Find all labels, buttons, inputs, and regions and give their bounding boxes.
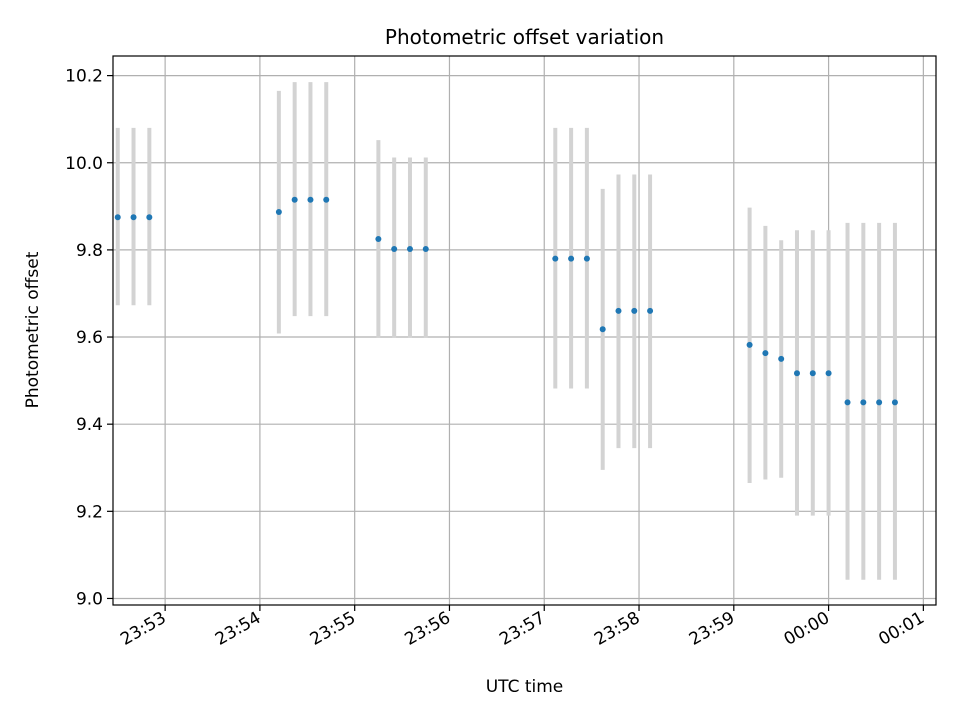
data-point: [825, 370, 832, 377]
data-point: [631, 307, 638, 314]
y-tick-label: 9.4: [76, 415, 103, 435]
y-axis-label: Photometric offset: [23, 251, 43, 408]
x-tick-label: 23:57: [496, 608, 548, 650]
x-tick-label: 23:58: [591, 608, 643, 650]
data-point: [762, 350, 769, 357]
x-tick-label: 23:56: [402, 608, 454, 650]
data-point: [615, 307, 622, 314]
data-point: [323, 196, 330, 203]
data-point: [778, 355, 785, 362]
x-tick-label: 00:01: [875, 608, 927, 650]
x-tick-label: 00:00: [781, 608, 833, 650]
data-point: [422, 246, 429, 253]
data-points: [114, 196, 898, 406]
data-point: [130, 214, 137, 221]
y-tick-label: 9.0: [76, 589, 103, 609]
x-tick-label: 23:59: [686, 608, 738, 650]
y-tick-label: 9.2: [76, 502, 103, 522]
data-point: [860, 399, 867, 406]
x-tick-label: 23:53: [117, 608, 169, 650]
y-tick-label: 10.2: [65, 67, 103, 87]
y-tick-label: 10.0: [65, 154, 103, 174]
data-point: [307, 196, 314, 203]
data-point: [809, 370, 816, 377]
data-point: [291, 196, 298, 203]
chart-title: Photometric offset variation: [385, 25, 664, 49]
y-tick-label: 9.6: [76, 328, 103, 348]
x-tick-label: 23:55: [307, 608, 359, 650]
error-bars: [115, 82, 897, 580]
x-axis-label: UTC time: [486, 677, 564, 697]
data-point: [793, 370, 800, 377]
data-point: [876, 399, 883, 406]
data-point: [891, 399, 898, 406]
data-point: [844, 399, 851, 406]
y-tick-label: 9.8: [76, 241, 103, 261]
data-point: [406, 246, 413, 253]
data-point: [746, 341, 753, 348]
data-point: [275, 208, 282, 215]
data-point: [599, 326, 606, 333]
data-point: [391, 246, 398, 253]
data-point: [146, 214, 153, 221]
data-point: [375, 236, 382, 242]
data-point: [114, 214, 121, 221]
data-point: [552, 255, 559, 262]
x-tick-label: 23:54: [212, 608, 264, 650]
plot-frame: [112, 55, 937, 606]
data-point: [568, 255, 575, 262]
data-point: [583, 255, 590, 262]
data-point: [647, 307, 654, 314]
